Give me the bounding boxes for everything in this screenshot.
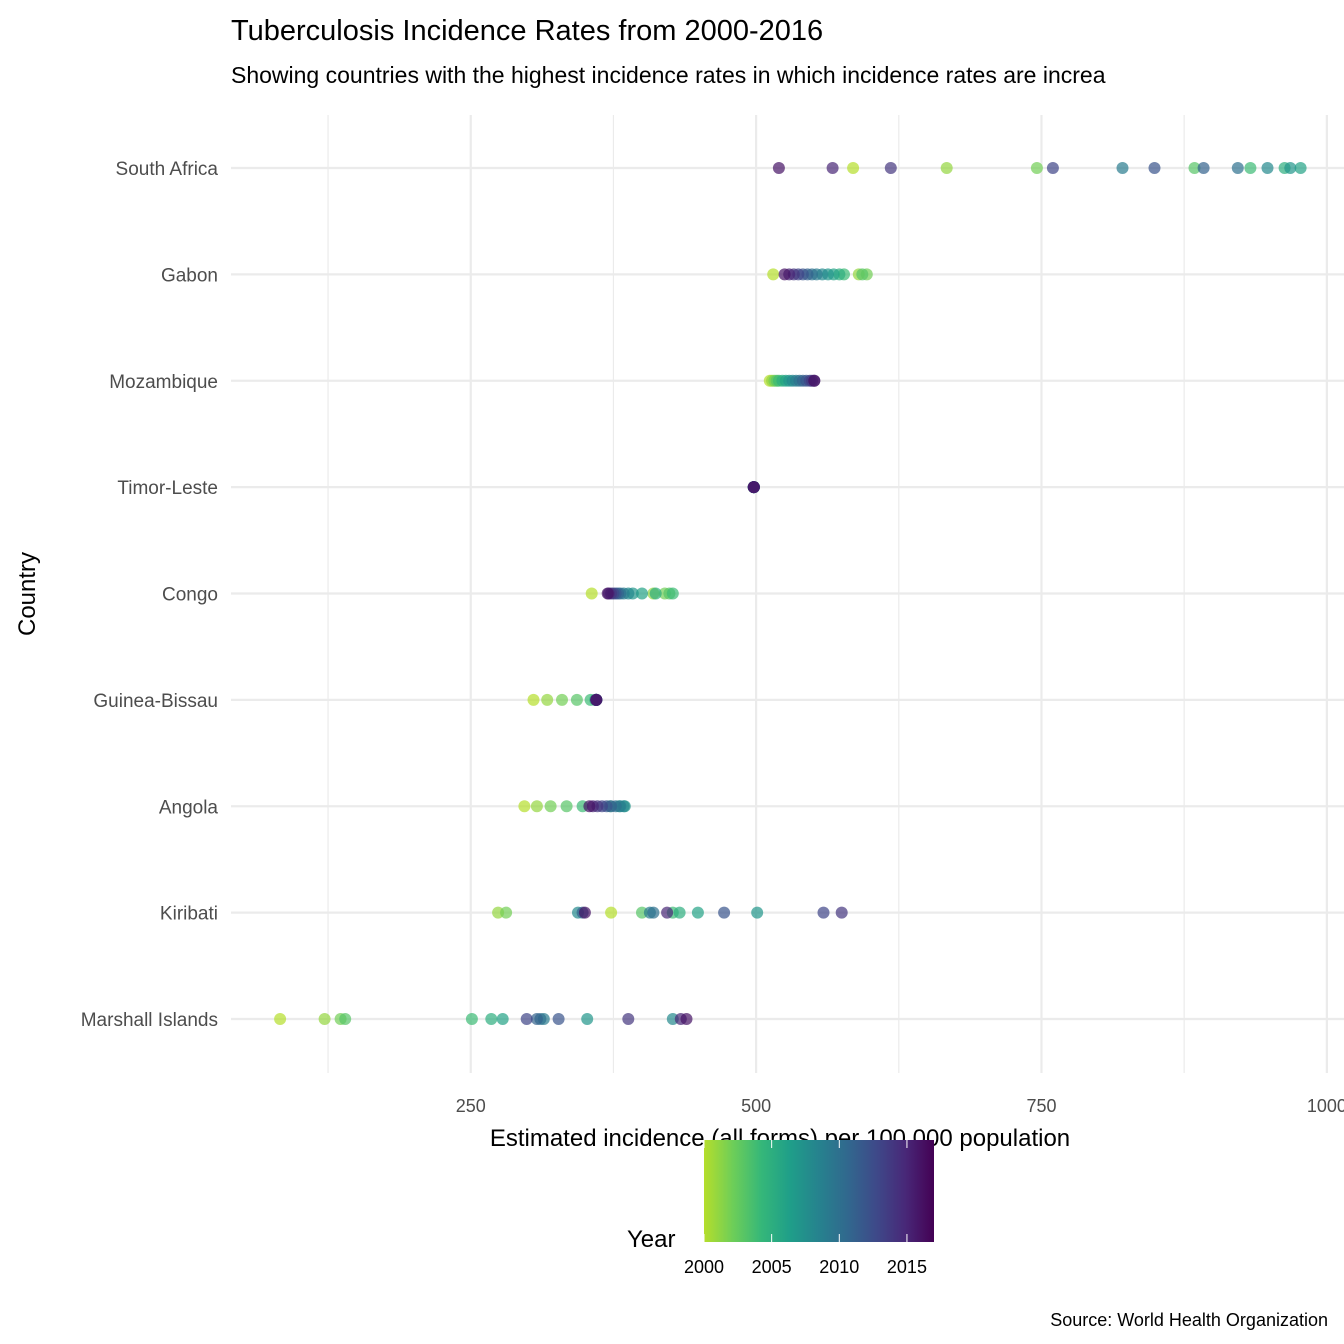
data-point (585, 587, 598, 600)
data-point (649, 587, 662, 600)
data-point (274, 1013, 287, 1025)
data-point (778, 268, 791, 281)
y-tick-label: Congo (162, 585, 218, 606)
data-point (496, 1013, 509, 1025)
data-point (673, 906, 686, 919)
gridlines (231, 115, 1344, 1073)
y-tick-label: South Africa (116, 159, 219, 180)
data-point (541, 693, 554, 706)
y-axis-title: Country (14, 552, 41, 636)
data-point (767, 268, 780, 281)
x-tick-label: 1000 (1307, 1096, 1344, 1116)
data-point (570, 693, 583, 706)
y-tick-label: Gabon (161, 265, 218, 286)
data-point (940, 162, 953, 174)
data-point (465, 1013, 478, 1025)
data-point (1244, 162, 1257, 174)
data-point (581, 1013, 594, 1025)
data-point (826, 162, 839, 174)
legend-tick-label: 2005 (752, 1257, 792, 1277)
y-tick-label: Mozambique (109, 372, 218, 393)
data-point (661, 906, 674, 919)
y-tick-label: Timor-Leste (117, 478, 218, 499)
legend-tick-label: 2000 (684, 1257, 724, 1277)
data-point (856, 268, 869, 281)
data-point (772, 162, 785, 174)
color-legend: Year 2000 2005 2010 2015 (627, 1140, 934, 1277)
chart-subtitle: Showing countries with the highest incid… (231, 62, 1106, 88)
data-point (1294, 162, 1307, 174)
data-point (1030, 162, 1043, 174)
y-tick-label: Kiribati (160, 904, 218, 925)
y-tick-label: Angola (159, 797, 219, 818)
data-point (718, 906, 731, 919)
x-tick-label: 750 (1026, 1096, 1056, 1116)
chart-title: Tuberculosis Incidence Rates from 2000-2… (231, 15, 823, 47)
y-tick-label: Marshall Islands (81, 1010, 218, 1031)
data-point (530, 1013, 543, 1025)
data-point (1148, 162, 1161, 174)
data-point (530, 800, 543, 813)
data-point (747, 481, 760, 494)
data-point (666, 587, 679, 600)
data-point (1261, 162, 1274, 174)
data-point (544, 800, 557, 813)
y-axis-tick-labels: South Africa Gabon Mozambique Timor-Leste Co… (81, 159, 219, 1031)
x-tick-label: 500 (741, 1096, 771, 1116)
data-point (318, 1013, 331, 1025)
x-tick-label: 250 (456, 1096, 486, 1116)
data-point (552, 1013, 565, 1025)
data-point (1197, 162, 1210, 174)
data-point (590, 693, 603, 706)
data-point (817, 906, 830, 919)
data-point (1116, 162, 1129, 174)
data-point (751, 906, 764, 919)
data-point (1284, 162, 1297, 174)
data-point (622, 1013, 635, 1025)
data-point (556, 693, 568, 706)
data-point (1231, 162, 1244, 174)
data-point (1188, 162, 1201, 174)
data-point (1046, 162, 1059, 174)
legend-tick-label: 2015 (887, 1257, 927, 1277)
data-point (485, 1013, 498, 1025)
data-point (500, 906, 513, 919)
data-point (636, 587, 648, 600)
data-point (808, 374, 821, 387)
data-point (680, 1013, 693, 1025)
data-point (560, 800, 573, 813)
x-axis-tick-labels: 250 500 750 1000 (456, 1096, 1344, 1116)
data-point (647, 906, 660, 919)
legend-colorbar (704, 1140, 934, 1242)
data-points (274, 162, 1307, 1025)
data-point (527, 693, 540, 706)
legend-title: Year (627, 1226, 676, 1253)
data-point (835, 906, 848, 919)
legend-tick-label: 2010 (819, 1257, 859, 1277)
data-point (583, 800, 596, 813)
data-point (691, 906, 704, 919)
chart-caption: Source: World Health Organization (1050, 1310, 1328, 1330)
data-point (520, 1013, 533, 1025)
data-point (518, 800, 531, 813)
data-point (578, 906, 591, 919)
data-point (847, 162, 860, 174)
y-tick-label: Guinea-Bissau (93, 691, 218, 712)
data-point (339, 1013, 352, 1025)
legend-ticks: 2000 2005 2010 2015 (684, 1140, 927, 1277)
data-point (601, 587, 614, 600)
data-point (605, 906, 618, 919)
data-point (884, 162, 897, 174)
plot-panel (231, 115, 1344, 1073)
